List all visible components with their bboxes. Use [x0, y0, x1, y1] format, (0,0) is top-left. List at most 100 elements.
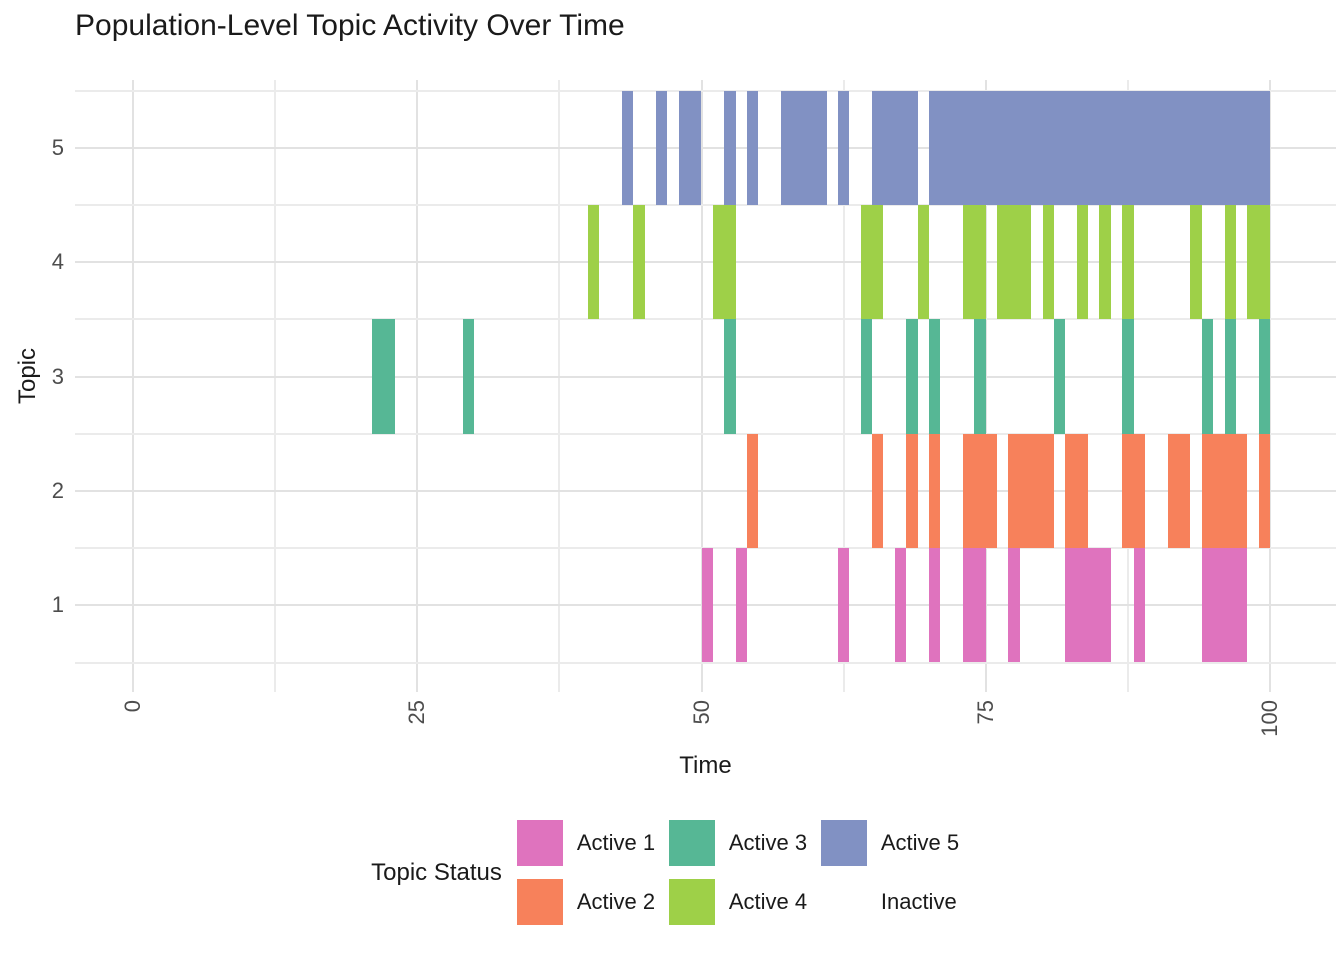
y-gridline-minor: [75, 661, 1336, 664]
activity-bar-topic-5: [724, 90, 736, 205]
x-tick-text: 25: [404, 700, 430, 725]
y-gridline-major: [75, 146, 1336, 149]
activity-bar-topic-3: [462, 319, 475, 434]
activity-bar-topic-5: [621, 90, 634, 205]
activity-bar-topic-2: [963, 433, 998, 549]
y-tick-label: 1: [51, 592, 64, 618]
activity-bar-topic-4: [963, 204, 986, 320]
y-tick-label: 4: [51, 249, 64, 275]
legend: Topic Status Active 1 Active 2 Active 3 Act…: [0, 820, 1344, 925]
activity-bar-topic-5: [656, 90, 668, 205]
activity-bar-topic-2: [1008, 433, 1054, 549]
x-tick-label: 75: [971, 700, 1001, 724]
legend-label: Inactive: [880, 889, 957, 914]
plot-title: Population-Level Topic Activity Over Tim…: [75, 9, 625, 42]
activity-bar-topic-2: [872, 433, 884, 549]
activity-bar-topic-3: [724, 319, 736, 434]
activity-bar-topic-3: [1201, 319, 1214, 434]
activity-bar-topic-1: [1133, 548, 1145, 663]
activity-bar-topic-4: [712, 204, 736, 320]
y-tick-label: 5: [51, 134, 64, 160]
legend-swatch: [668, 820, 715, 866]
activity-bar-topic-2: [1167, 433, 1191, 549]
legend-label: Active 1: [576, 830, 656, 855]
legend-label: Active 4: [728, 889, 808, 914]
activity-bar-topic-4: [587, 204, 600, 320]
activity-bar-topic-2: [1201, 433, 1248, 549]
x-gridline-major: [132, 80, 134, 692]
activity-bar-topic-2: [1258, 433, 1270, 549]
x-tick-label: 25: [402, 700, 432, 724]
legend-swatch: [668, 879, 715, 925]
x-gridline-major: [700, 80, 703, 692]
legend-item: Inactive: [821, 879, 973, 925]
activity-bar-topic-2: [1122, 433, 1145, 549]
legend-item: Active 2: [516, 879, 669, 925]
activity-bar-topic-5: [781, 90, 827, 205]
activity-bar-topic-4: [1076, 204, 1089, 320]
activity-bar-topic-5: [746, 90, 759, 205]
x-tick-text: 50: [688, 700, 714, 725]
activity-bar-topic-1: [701, 548, 713, 663]
legend-item: Active 5: [820, 820, 973, 866]
y-gridline-major: [75, 489, 1336, 492]
x-tick-text: 100: [1257, 700, 1282, 737]
x-gridline-minor: [842, 80, 845, 692]
x-tick-label: 0: [118, 700, 148, 712]
legend-swatch: [820, 820, 867, 866]
activity-bar-topic-3: [371, 319, 395, 434]
legend-swatch: [516, 820, 563, 866]
activity-bar-topic-1: [963, 548, 986, 663]
y-gridline-minor: [75, 318, 1336, 321]
activity-bar-topic-1: [1065, 548, 1111, 663]
legend-item: Active 1: [516, 820, 669, 866]
legend-grid: Active 1 Active 2 Active 3 Active 4 Active 5…: [516, 820, 973, 925]
activity-bar-topic-3: [860, 319, 873, 434]
activity-bar-topic-3: [1122, 319, 1134, 434]
y-gridline-minor: [75, 89, 1336, 92]
x-gridline-major: [984, 80, 987, 692]
legend-label: Active 5: [880, 830, 960, 855]
activity-bar-topic-3: [1258, 319, 1270, 434]
activity-bar-topic-3: [1224, 319, 1236, 434]
activity-bar-topic-1: [1008, 548, 1020, 663]
y-gridline-major: [75, 375, 1336, 378]
x-tick-label: 100: [1255, 700, 1285, 737]
legend-label: Active 2: [576, 889, 656, 914]
activity-bar-topic-5: [837, 90, 850, 205]
y-gridline-major: [75, 261, 1336, 264]
legend-label: Active 3: [728, 830, 808, 855]
activity-bar-topic-4: [1122, 204, 1134, 320]
activity-bar-topic-4: [997, 204, 1032, 320]
activity-bar-topic-1: [894, 548, 907, 663]
activity-bar-topic-2: [928, 433, 941, 549]
activity-bar-topic-1: [928, 548, 941, 663]
legend-item: Active 4: [668, 879, 821, 925]
activity-bar-topic-4: [1247, 204, 1270, 320]
activity-bar-topic-3: [974, 319, 986, 434]
x-tick-text: 0: [120, 700, 145, 713]
x-gridline-major: [1269, 80, 1271, 692]
x-axis-title: Time: [679, 752, 732, 779]
legend-swatch: [516, 879, 563, 925]
y-gridline-minor: [75, 203, 1336, 206]
x-gridline-major: [416, 80, 419, 692]
x-gridline-minor: [274, 80, 277, 692]
activity-bar-topic-4: [860, 204, 884, 320]
activity-bar-topic-4: [1190, 204, 1202, 320]
activity-bar-topic-2: [906, 433, 918, 549]
y-tick-label: 3: [51, 363, 64, 389]
activity-bar-topic-4: [1224, 204, 1236, 320]
activity-bar-topic-2: [1065, 433, 1089, 549]
activity-bar-topic-5: [928, 90, 1270, 205]
legend-title: Topic Status: [371, 858, 502, 886]
activity-bar-topic-1: [837, 548, 850, 663]
activity-bar-topic-1: [1201, 548, 1248, 663]
x-tick-text: 75: [972, 700, 998, 725]
y-gridline-minor: [75, 432, 1336, 435]
activity-bar-topic-3: [928, 319, 941, 434]
activity-bar-topic-3: [906, 319, 918, 434]
activity-bar-topic-4: [633, 204, 645, 320]
x-gridline-minor: [558, 80, 561, 692]
